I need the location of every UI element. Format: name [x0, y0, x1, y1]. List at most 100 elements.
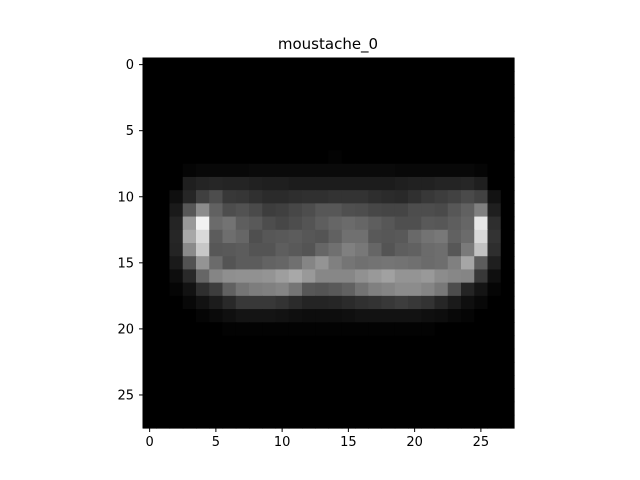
heatmap-cell	[196, 361, 210, 376]
heatmap-cell	[156, 282, 171, 297]
y-tick-label: 25	[117, 388, 134, 403]
heatmap-cell	[368, 150, 383, 165]
heatmap-cell	[275, 388, 290, 403]
heatmap-cell	[169, 295, 184, 310]
heatmap-cell	[288, 229, 303, 244]
heatmap-cell	[262, 375, 277, 389]
heatmap-cell	[328, 295, 343, 310]
heatmap-cell	[143, 97, 157, 112]
y-tick-label: 20	[117, 322, 134, 337]
heatmap-cell	[275, 414, 290, 429]
heatmap-cell	[222, 375, 237, 389]
heatmap-cell	[500, 335, 515, 350]
heatmap-cell	[249, 388, 263, 403]
heatmap-cell	[447, 361, 462, 376]
heatmap-cell	[355, 335, 369, 350]
heatmap-cell	[368, 269, 383, 284]
heatmap-cell	[408, 163, 422, 178]
heatmap-cell	[249, 335, 263, 350]
heatmap-cell	[302, 309, 316, 323]
heatmap-cell	[341, 295, 356, 310]
heatmap-cell	[275, 401, 290, 416]
heatmap-cell	[434, 295, 449, 310]
heatmap-cell	[341, 348, 356, 363]
heatmap-cell	[302, 137, 316, 152]
heatmap-cell	[209, 163, 224, 178]
heatmap-cell	[394, 295, 409, 310]
heatmap-cell	[381, 335, 396, 350]
heatmap-cell	[381, 137, 396, 152]
heatmap-cell	[262, 163, 277, 178]
heatmap-cell	[315, 388, 330, 403]
heatmap-cell	[408, 375, 422, 389]
heatmap-cell	[288, 269, 303, 284]
heatmap-cell	[341, 150, 356, 165]
heatmap-cell	[461, 269, 475, 284]
heatmap-cell	[143, 150, 157, 165]
heatmap-cell	[381, 256, 396, 271]
heatmap-cell	[315, 256, 330, 271]
heatmap-cell	[355, 216, 369, 231]
heatmap-cell	[182, 137, 197, 152]
heatmap-cell	[461, 137, 475, 152]
heatmap-cell	[328, 110, 343, 125]
heatmap-cell	[235, 414, 250, 429]
heatmap-cell	[249, 229, 263, 244]
heatmap-cell	[328, 361, 343, 376]
heatmap-cell	[487, 269, 502, 284]
heatmap-cell	[156, 322, 171, 337]
heatmap-cell	[182, 282, 197, 297]
heatmap-cell	[275, 163, 290, 178]
heatmap-cell	[169, 388, 184, 403]
heatmap-cell	[222, 269, 237, 284]
heatmap-cell	[368, 190, 383, 204]
heatmap-cell	[355, 414, 369, 429]
heatmap-cell	[368, 97, 383, 112]
heatmap-cell	[434, 335, 449, 350]
heatmap-cell	[262, 71, 277, 86]
heatmap-cell	[315, 190, 330, 204]
heatmap-cell	[500, 58, 515, 72]
heatmap-cell	[262, 322, 277, 337]
heatmap-cell	[434, 71, 449, 86]
heatmap-cell	[328, 282, 343, 297]
heatmap-cell	[487, 348, 502, 363]
heatmap-cell	[156, 309, 171, 323]
heatmap-cell	[434, 243, 449, 257]
heatmap-cell	[394, 163, 409, 178]
heatmap-cell	[487, 243, 502, 257]
heatmap-cell	[169, 58, 184, 72]
heatmap-cell	[487, 414, 502, 429]
heatmap-cell	[169, 176, 184, 191]
heatmap-cell	[474, 388, 489, 403]
heatmap-cell	[196, 229, 210, 244]
heatmap-cell	[209, 203, 224, 218]
heatmap-cell	[196, 269, 210, 284]
heatmap-cell	[408, 216, 422, 231]
heatmap-cell	[434, 150, 449, 165]
heatmap-cell	[487, 190, 502, 204]
heatmap-cell	[143, 190, 157, 204]
heatmap-cell	[288, 163, 303, 178]
heatmap-cell	[355, 124, 369, 138]
heatmap-cell	[408, 295, 422, 310]
heatmap-cell	[302, 97, 316, 112]
heatmap-cell	[262, 335, 277, 350]
heatmap-cell	[249, 322, 263, 337]
heatmap-cell	[461, 414, 475, 429]
heatmap-cell	[302, 176, 316, 191]
heatmap-cell	[262, 414, 277, 429]
heatmap-cell	[288, 124, 303, 138]
heatmap-cell	[275, 97, 290, 112]
heatmap-cell	[355, 150, 369, 165]
heatmap-cell	[394, 322, 409, 337]
heatmap-cell	[235, 401, 250, 416]
heatmap-cell	[487, 124, 502, 138]
heatmap-cell	[275, 295, 290, 310]
heatmap-cell	[381, 243, 396, 257]
heatmap-cell	[182, 190, 197, 204]
heatmap-cell	[408, 401, 422, 416]
heatmap-cell	[169, 375, 184, 389]
heatmap-cell	[156, 269, 171, 284]
heatmap-cell	[143, 375, 157, 389]
